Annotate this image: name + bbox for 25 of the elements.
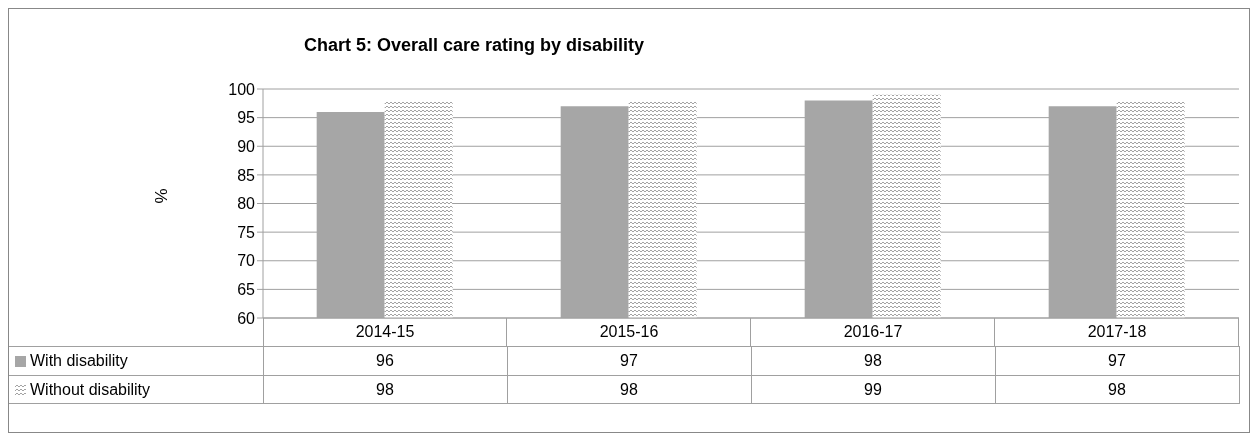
data-label: 97	[507, 346, 752, 375]
y-tick-label: 70	[237, 252, 256, 270]
y-tick-label: 60	[237, 309, 256, 327]
data-label: 98	[751, 346, 996, 375]
data-label: 98	[995, 375, 1240, 404]
data-label: 97	[995, 346, 1240, 375]
data-label: 98	[263, 375, 508, 404]
chart-title: Chart 5: Overall care rating by disability	[302, 35, 646, 56]
data-label: 96	[263, 346, 508, 375]
y-tick-label: 75	[237, 223, 256, 241]
y-axis-title: %	[152, 188, 172, 204]
data-label: 99	[751, 375, 996, 404]
y-tick-label: 85	[237, 166, 256, 184]
y-tick-label: 90	[237, 137, 256, 155]
legend-label: Without disability	[30, 380, 151, 399]
x-tick-label: 2015-16	[599, 323, 659, 341]
legend-label: With disability	[30, 352, 128, 370]
x-tick-label: 2016-17	[843, 323, 903, 341]
x-tick-label: 2017-18	[1087, 323, 1147, 341]
y-tick-label: 95	[237, 109, 256, 127]
x-tick-label: 2014-15	[355, 323, 415, 341]
data-label: 98	[507, 375, 752, 404]
y-tick-label: 80	[237, 195, 256, 213]
y-tick-label: 65	[237, 281, 256, 299]
y-tick-label: 100	[228, 80, 256, 98]
